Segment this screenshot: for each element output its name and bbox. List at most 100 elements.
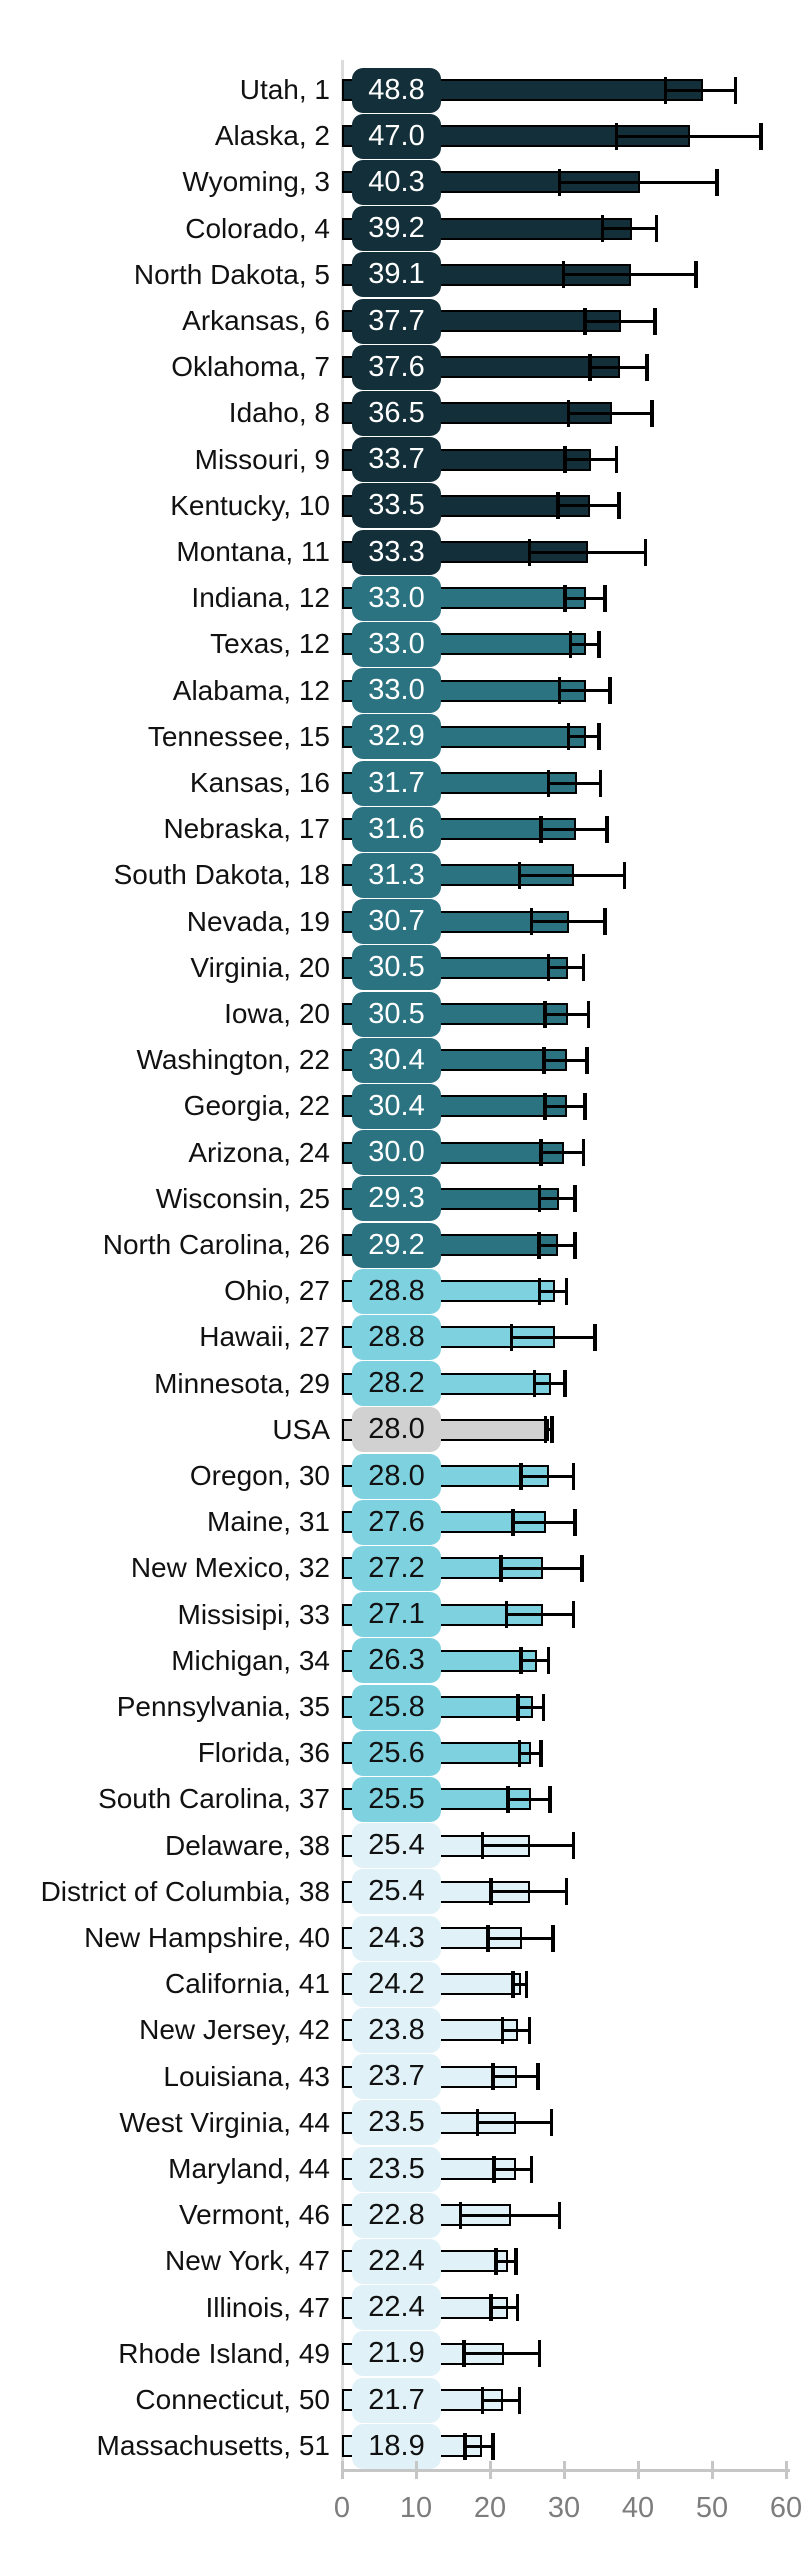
value-pill: 30.5 [352,945,441,991]
value-pill: 33.0 [352,575,441,621]
error-cap-low [511,1508,515,1536]
value-pill: 27.1 [352,1592,441,1638]
error-whisker [548,966,584,970]
row-label: Oregon, 30 [189,1460,330,1491]
x-tick-label: 10 [399,2492,433,2524]
error-cap-high [517,2386,522,2414]
error-cap-low [557,168,562,196]
error-cap-low [486,1924,490,1952]
row-label: West Virginia, 44 [119,2106,330,2138]
error-whisker [570,642,599,646]
row-label: Vermont, 46 [179,2199,330,2231]
error-cap-high [603,908,607,936]
error-whisker [544,1104,585,1108]
value-pill: 25.6 [352,1730,441,1776]
x-tick [488,2461,492,2479]
error-cap-high [605,815,609,843]
error-cap-low [500,2016,505,2044]
row-label: Georgia, 22 [183,1090,330,1122]
error-whisker [544,1012,589,1016]
error-cap-low [588,353,592,381]
error-cap-high [583,1092,587,1120]
value-pill: 21.9 [352,2331,441,2377]
error-cap-low [462,2340,466,2368]
row-label: Massachusetts, 51 [96,2430,330,2462]
error-whisker [539,1289,567,1293]
error-whisker [460,2213,560,2217]
row-label: Wisconsin, 25 [155,1182,330,1214]
error-cap-low [489,1878,493,1906]
error-cap-high [529,2155,534,2183]
error-whisker [493,2075,539,2079]
value-pill: 22.8 [352,2192,441,2238]
value-pill: 28.8 [352,1314,441,1360]
error-whisker [518,1705,544,1709]
error-whisker [568,411,652,415]
row-label: Nebraska, 17 [163,813,330,845]
error-cap-high [597,630,601,658]
error-whisker [490,2306,518,2310]
error-whisker [511,1335,596,1339]
row-label: Michigan, 34 [171,1644,330,1676]
value-pill: 23.5 [352,2100,441,2146]
value-pill: 33.7 [352,437,441,483]
row-label: Colorado, 4 [185,212,330,244]
error-cap-high [759,122,763,150]
error-cap-high [539,1739,543,1767]
error-cap-high [491,2432,495,2460]
value-pill: 23.8 [352,2007,441,2053]
error-cap-low [475,2109,480,2137]
value-pill: 39.2 [352,206,441,252]
row-label: North Carolina, 26 [102,1229,330,1260]
value-pill: 28.8 [352,1268,441,1314]
error-cap-low [517,1739,522,1767]
error-cap-low [563,584,567,612]
error-cap-low [516,1693,520,1721]
error-whisker [521,1659,549,1663]
error-cap-low [489,2294,493,2322]
value-pill: 29.2 [352,1222,441,1268]
error-cap-low [494,2247,498,2275]
row-label: Idaho, 8 [228,397,330,429]
x-tick-label: 40 [621,2492,655,2524]
value-pill: 18.9 [352,2423,441,2469]
row-label: North Dakota, 5 [133,258,330,290]
row-label: South Carolina, 37 [98,1783,330,1815]
value-pill: 24.2 [352,1961,441,2007]
error-cap-low [663,76,668,104]
error-cap-high [733,76,738,104]
row-label: Texas, 12 [210,628,330,660]
error-cap-high [581,954,585,982]
error-cap-low [537,1185,542,1213]
value-pill: 30.0 [352,1130,441,1176]
value-pill: 33.0 [352,621,441,667]
value-pill: 48.8 [352,67,441,113]
error-cap-low [480,1832,485,1860]
row-label: District of Columbia, 38 [40,1875,330,1907]
value-pill: 29.3 [352,1176,441,1222]
error-whisker [544,1058,587,1062]
error-whisker [482,2398,520,2402]
error-cap-high [617,492,621,520]
error-whisker [541,827,607,831]
error-cap-low [537,1277,542,1305]
value-pill: 30.4 [352,1037,441,1083]
value-pill: 40.3 [352,159,441,205]
error-cap-high [563,1370,567,1398]
row-label: Iowa, 20 [224,998,330,1029]
error-whisker [541,1151,584,1155]
value-pill: 27.2 [352,1545,441,1591]
error-whisker [521,1474,574,1478]
error-cap-high [571,1462,576,1490]
row-label: California, 41 [165,1968,330,2000]
error-cap-low [463,2432,467,2460]
row-label: Maryland, 44 [168,2153,330,2184]
error-cap-low [546,954,551,982]
value-pill: 30.4 [352,1083,441,1129]
error-cap-high [580,1554,584,1582]
value-pill: 25.4 [352,1823,441,1869]
row-label: Missisipi, 33 [177,1598,330,1630]
x-tick-label: 30 [547,2492,581,2524]
error-cap-high [645,353,649,381]
